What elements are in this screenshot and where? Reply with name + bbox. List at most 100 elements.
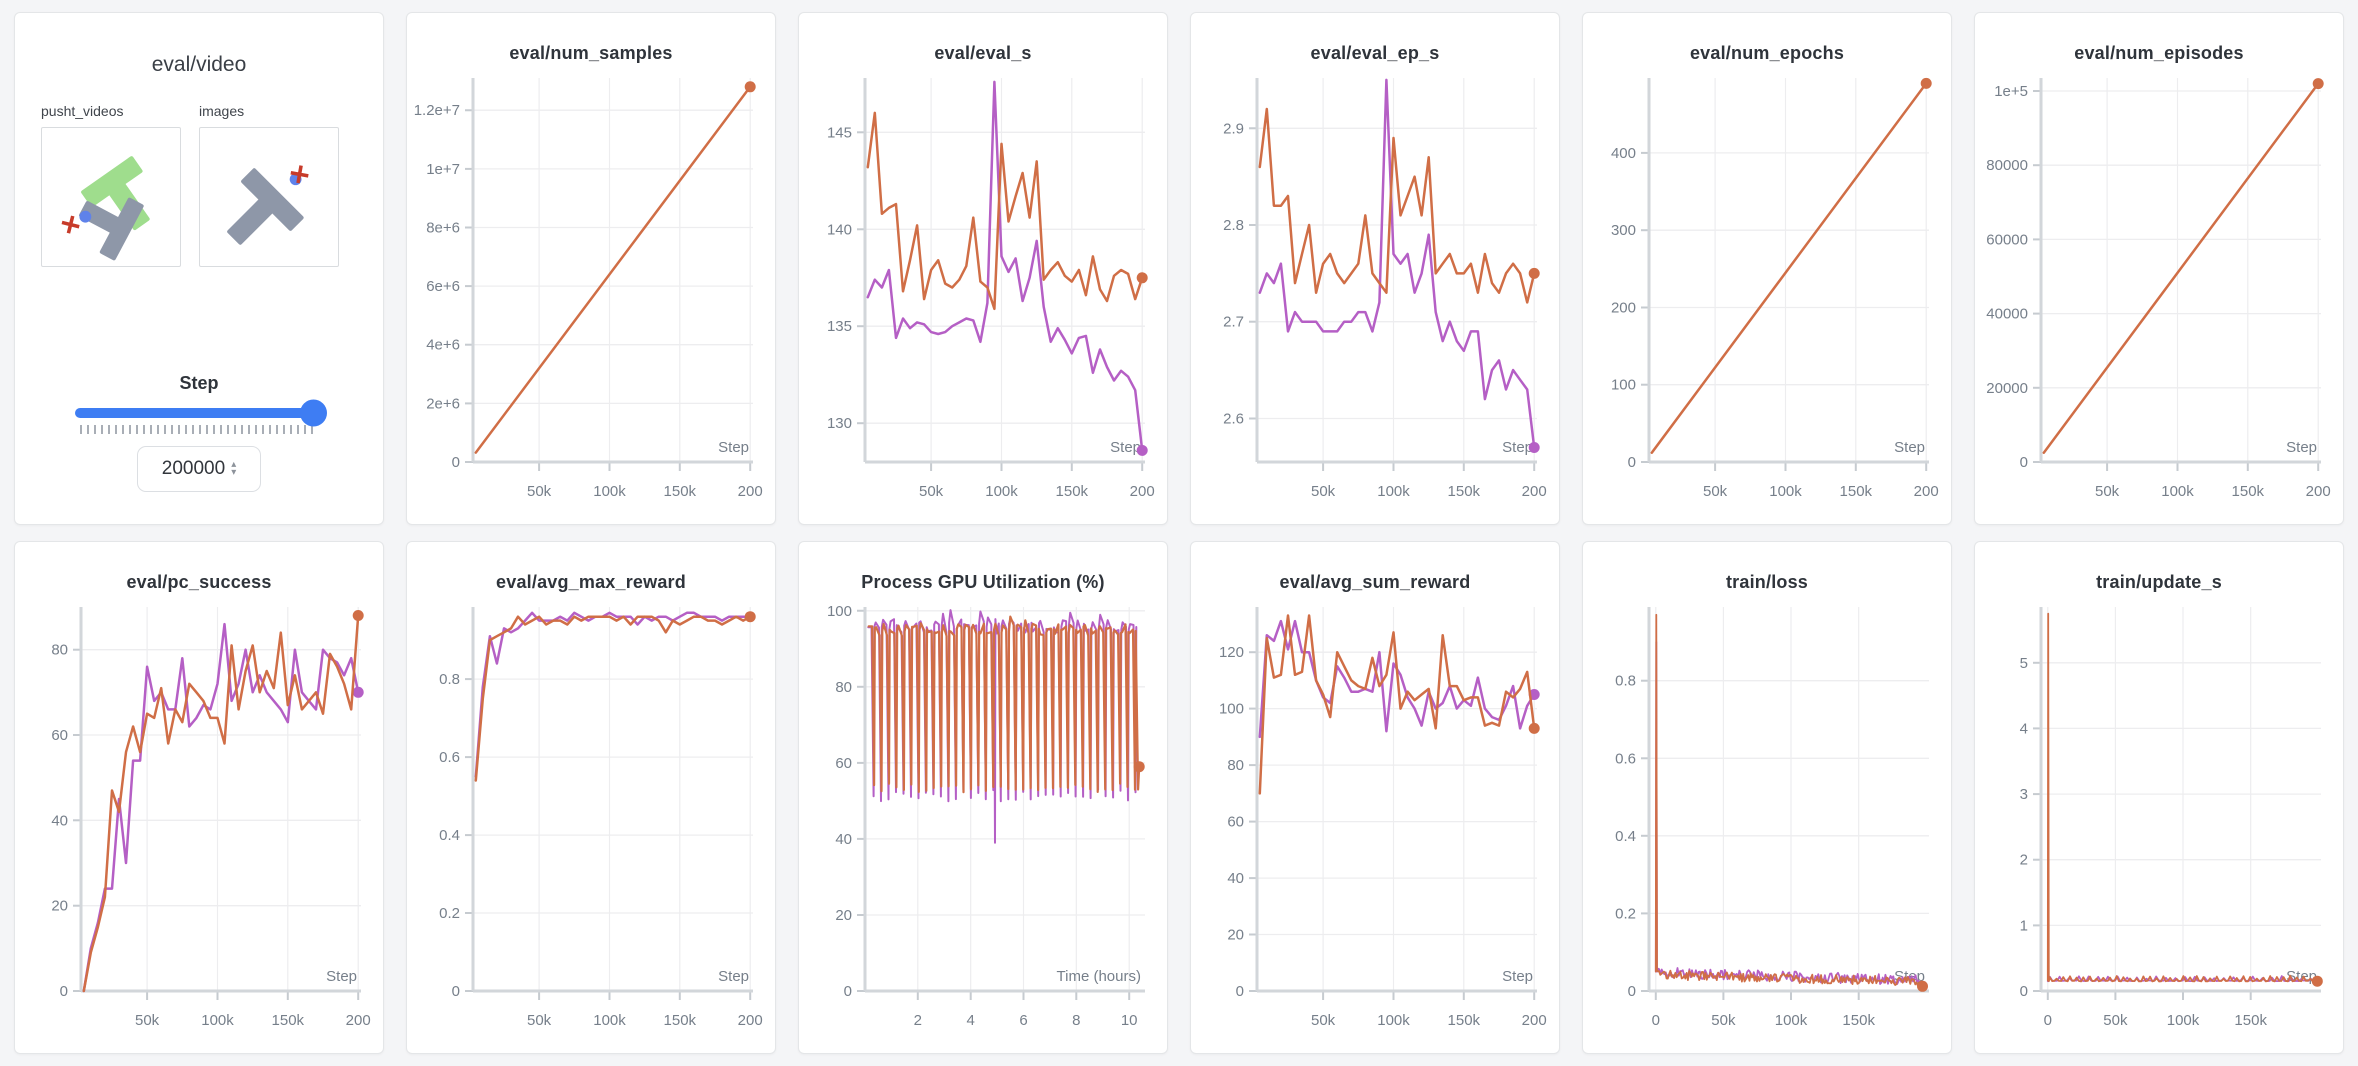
svg-text:50k: 50k [527, 483, 552, 500]
svg-text:135: 135 [827, 318, 852, 335]
chart-eval-num-episodes[interactable]: 0 20000 40000 60000 80000 1e+5 50k 100k 150k 200 S… [1977, 68, 2337, 516]
svg-text:100k: 100k [1769, 483, 1802, 500]
target-cross-icon [61, 215, 80, 234]
svg-text:80: 80 [835, 679, 852, 696]
svg-text:200: 200 [1914, 483, 1939, 500]
svg-text:200: 200 [1522, 1012, 1547, 1029]
svg-text:0: 0 [1652, 1012, 1660, 1029]
svg-text:Time (hours): Time (hours) [1057, 968, 1141, 985]
svg-text:3: 3 [2020, 786, 2028, 803]
svg-text:0.6: 0.6 [439, 749, 460, 766]
step-value-input[interactable]: 200000 ▴ ▾ [137, 446, 261, 492]
svg-text:Step: Step [718, 439, 749, 456]
svg-text:20000: 20000 [1986, 380, 2028, 397]
step-slider-handle[interactable] [300, 399, 327, 427]
svg-text:100k: 100k [201, 1012, 234, 1029]
svg-text:0.8: 0.8 [439, 671, 460, 688]
video-thumbnails [41, 127, 357, 267]
chart-eval-pc-success[interactable]: 0 20 40 60 80 50k 100k 150k 200 Step [17, 597, 377, 1045]
svg-text:150k: 150k [2234, 1012, 2267, 1029]
svg-text:2.6: 2.6 [1223, 411, 1244, 428]
svg-text:0.2: 0.2 [1615, 905, 1636, 922]
svg-text:1.2e+7: 1.2e+7 [414, 102, 460, 119]
chart-title: eval/num_epochs [1689, 43, 1845, 63]
svg-text:10: 10 [1121, 1012, 1138, 1029]
step-increment-button[interactable]: ▴ [231, 459, 237, 470]
svg-text:150k: 150k [1842, 1012, 1875, 1029]
chart-title: eval/avg_sum_reward [1279, 572, 1471, 592]
chart-title: eval/eval_ep_s [1310, 43, 1440, 63]
svg-text:200: 200 [1130, 483, 1155, 500]
svg-text:Step: Step [1894, 439, 1925, 456]
svg-text:50k: 50k [527, 1012, 552, 1029]
svg-text:150k: 150k [1056, 483, 1089, 500]
svg-text:Step: Step [1502, 968, 1533, 985]
chart-process-gpu-utilization[interactable]: 0 20 40 60 80 100 2 4 6 8 10 Time (hours) [801, 597, 1161, 1045]
svg-text:0.4: 0.4 [1615, 828, 1636, 845]
images-label: images [199, 103, 245, 119]
images-thumbnail[interactable] [199, 127, 339, 267]
svg-text:0: 0 [60, 983, 68, 1000]
svg-text:Step: Step [2286, 439, 2317, 456]
chart-title: eval/num_episodes [2074, 43, 2244, 63]
svg-text:20: 20 [835, 907, 852, 924]
svg-text:150k: 150k [1448, 1012, 1481, 1029]
svg-text:400: 400 [1611, 145, 1636, 162]
svg-text:100k: 100k [1377, 1012, 1410, 1029]
chart-title: eval/avg_max_reward [496, 572, 686, 592]
svg-text:4: 4 [967, 1012, 975, 1029]
svg-text:Step: Step [1110, 439, 1141, 456]
svg-text:40: 40 [835, 831, 852, 848]
panel-eval-eval-s: eval/eval_s 130 135 140 145 50k 100k 150k 200 St… [798, 12, 1168, 525]
svg-text:80: 80 [1227, 757, 1244, 774]
panel-eval-video: eval/video pusht_videos images [14, 12, 384, 525]
svg-text:0.2: 0.2 [439, 905, 460, 922]
pusht-video-thumbnail[interactable] [41, 127, 181, 267]
chart-title: train/update_s [2096, 572, 2222, 592]
svg-text:60000: 60000 [1986, 231, 2028, 248]
svg-text:200: 200 [738, 483, 763, 500]
svg-text:150k: 150k [664, 1012, 697, 1029]
svg-text:1e+5: 1e+5 [1994, 83, 2028, 100]
svg-text:2: 2 [2020, 852, 2028, 869]
svg-text:50k: 50k [2095, 483, 2120, 500]
svg-text:50k: 50k [919, 483, 944, 500]
chart-eval-num-epochs[interactable]: 0 100 200 300 400 50k 100k 150k 200 Step [1585, 68, 1945, 516]
svg-text:8e+6: 8e+6 [426, 220, 460, 237]
step-decrement-button[interactable]: ▾ [231, 467, 237, 478]
chart-eval-eval-s[interactable]: 130 135 140 145 50k 100k 150k 200 Step [801, 68, 1161, 516]
step-control: Step 200000 ▴ ▾ [41, 373, 357, 492]
svg-text:4: 4 [2020, 720, 2028, 737]
svg-text:50k: 50k [135, 1012, 160, 1029]
video-thumb-labels: pusht_videos images [41, 103, 357, 119]
svg-text:0: 0 [1236, 983, 1244, 1000]
svg-text:50k: 50k [2103, 1012, 2128, 1029]
svg-text:100k: 100k [1775, 1012, 1808, 1029]
svg-text:100k: 100k [985, 483, 1018, 500]
svg-text:40: 40 [1227, 870, 1244, 887]
svg-text:0.4: 0.4 [439, 827, 460, 844]
step-value[interactable]: 200000 [161, 458, 226, 479]
panel-eval-eval-ep-s: eval/eval_ep_s 2.6 2.7 2.8 2.9 50k 100k 150k 20… [1190, 12, 1560, 525]
svg-text:0: 0 [1628, 983, 1636, 1000]
target-cross-icon [290, 165, 309, 184]
svg-text:100k: 100k [593, 1012, 626, 1029]
chart-title: train/loss [1725, 572, 1809, 592]
svg-text:120: 120 [1219, 644, 1244, 661]
chart-eval-avg-sum-reward[interactable]: 0 20 40 60 80 100 120 50k 100k 150k 200 Step [1193, 597, 1553, 1045]
step-tick-marks [80, 425, 318, 434]
chart-eval-num-samples[interactable]: 0 2e+6 4e+6 6e+6 8e+6 1e+7 1.2e+7 50k 100k 150k 20… [409, 68, 769, 516]
step-label: Step [179, 373, 219, 393]
step-slider[interactable] [75, 399, 327, 427]
svg-text:150k: 150k [1448, 483, 1481, 500]
svg-text:50k: 50k [1311, 1012, 1336, 1029]
svg-text:6e+6: 6e+6 [426, 278, 460, 295]
chart-title: eval/num_samples [509, 43, 673, 63]
panel-eval-avg-max-reward: eval/avg_max_reward 0 0.2 0.4 0.6 0.8 50k 100k… [406, 541, 776, 1054]
chart-eval-eval-ep-s[interactable]: 2.6 2.7 2.8 2.9 50k 100k 150k 200 Step [1193, 68, 1553, 516]
svg-text:100: 100 [827, 603, 852, 620]
pusht-videos-label: pusht_videos [41, 103, 124, 119]
chart-eval-avg-max-reward[interactable]: 0 0.2 0.4 0.6 0.8 50k 100k 150k 200 Step [409, 597, 769, 1045]
